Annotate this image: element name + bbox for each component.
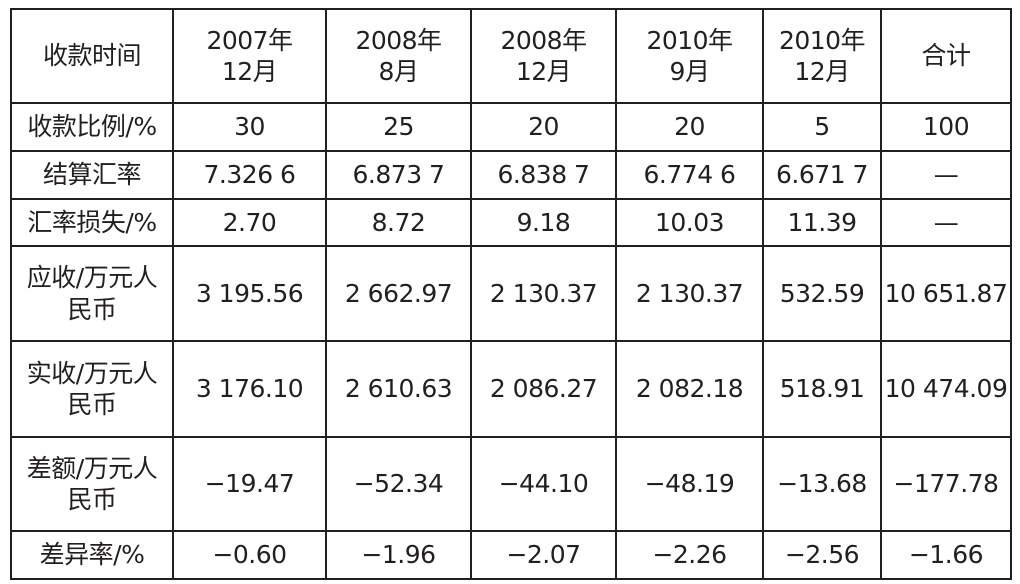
data-row: 差异率/% −0.60 −1.96 −2.07 −2.26 −2.56 −1.66 [10, 530, 1012, 580]
cell: −2.26 [615, 530, 764, 580]
data-row: 结算汇率 7.326 6 6.873 7 6.838 7 6.774 6 6.671 7— [10, 150, 1012, 200]
cell: 30 [172, 102, 327, 152]
cell: 6.873 7 [325, 150, 472, 200]
row-label: 收款比例/% [10, 102, 174, 152]
cell: −13.68 [762, 436, 882, 532]
cell: −2.56 [762, 530, 882, 580]
cell: 7.326 6 [172, 150, 327, 200]
cell: — [880, 198, 1012, 247]
cell: −52.34 [325, 436, 472, 532]
cell: −44.10 [470, 436, 617, 532]
cell: 2 130.37 [470, 245, 617, 342]
row-label: 结算汇率 [10, 150, 174, 200]
cell: 20 [615, 102, 764, 152]
cell: 532.59 [762, 245, 882, 342]
cell: −48.19 [615, 436, 764, 532]
cell: 100 [880, 102, 1012, 152]
row-label: 汇率损失/% [10, 198, 174, 247]
cell: 合计 [880, 8, 1012, 104]
cell: −0.60 [172, 530, 327, 580]
cell: 2.70 [172, 198, 327, 247]
cell: −1.66 [880, 530, 1012, 580]
data-row: 实收/万元人 民币 3 176.10 2 610.63 2 086.27 2 082.1… [10, 340, 1012, 438]
cell: 2 086.27 [470, 340, 617, 438]
cell: 2008年 12月 [470, 8, 617, 104]
row-label: 差异率/% [10, 530, 174, 580]
cell: 10 474.09 [880, 340, 1012, 438]
cell: 10 651.87 [880, 245, 1012, 342]
row-label: 应收/万元人 民币 [10, 245, 174, 342]
cell: 11.39 [762, 198, 882, 247]
data-row: 差额/万元人 民币 −19.47 −52.34 −44.10 −48.19 −13.68−… [10, 436, 1012, 532]
row-label: 实收/万元人 民币 [10, 340, 174, 438]
cell: — [880, 150, 1012, 200]
data-row: 应收/万元人 民币 3 195.56 2 662.97 2 130.37 2 130.3… [10, 245, 1012, 342]
cell: 2 610.63 [325, 340, 472, 438]
cell: −177.78 [880, 436, 1012, 532]
row-label: 收款时间 [10, 8, 174, 104]
cell: −2.07 [470, 530, 617, 580]
row-label: 差额/万元人 民币 [10, 436, 174, 532]
cell: 6.671 7 [762, 150, 882, 200]
cell: 5 [762, 102, 882, 152]
cell: 2007年 12月 [172, 8, 327, 104]
cell: 2010年 9月 [615, 8, 764, 104]
table-body: 收款时间 2007年 12月 2008年 8月 2008年 12月 2010年 9月 20… [10, 8, 1012, 580]
cell: 518.91 [762, 340, 882, 438]
cell: 2 662.97 [325, 245, 472, 342]
cell: 3 195.56 [172, 245, 327, 342]
data-row: 收款比例/% 30 25 20 20 5 100 [10, 102, 1012, 152]
data-row: 汇率损失/% 2.70 8.72 9.18 10.03 11.39— [10, 198, 1012, 247]
cell: 2010年 12月 [762, 8, 882, 104]
header-row: 收款时间 2007年 12月 2008年 8月 2008年 12月 2010年 9月 20… [10, 8, 1012, 104]
data-table: 收款时间 2007年 12月 2008年 8月 2008年 12月 2010年 9月 20… [10, 8, 1012, 580]
cell: 20 [470, 102, 617, 152]
cell: −19.47 [172, 436, 327, 532]
cell: 25 [325, 102, 472, 152]
cell: −1.96 [325, 530, 472, 580]
cell: 3 176.10 [172, 340, 327, 438]
cell: 6.838 7 [470, 150, 617, 200]
cell: 10.03 [615, 198, 764, 247]
cell: 6.774 6 [615, 150, 764, 200]
cell: 9.18 [470, 198, 617, 247]
cell: 8.72 [325, 198, 472, 247]
cell: 2008年 8月 [325, 8, 472, 104]
cell: 2 082.18 [615, 340, 764, 438]
cell: 2 130.37 [615, 245, 764, 342]
